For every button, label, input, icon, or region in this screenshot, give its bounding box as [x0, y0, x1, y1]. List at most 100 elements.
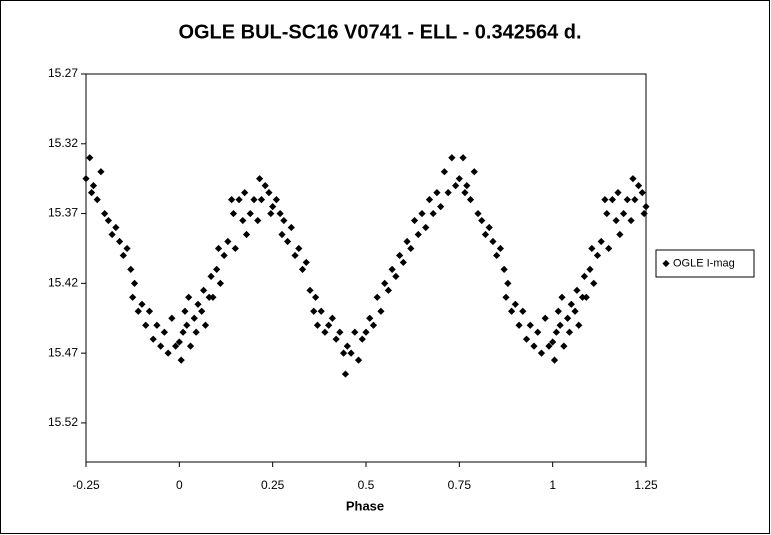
data-point — [358, 335, 366, 343]
data-point — [343, 342, 351, 350]
data-point — [129, 293, 137, 301]
data-point — [256, 175, 264, 183]
data-point — [575, 321, 583, 329]
data-point — [556, 321, 564, 329]
data-point — [241, 189, 249, 197]
data-point — [629, 175, 637, 183]
data-point — [582, 293, 590, 301]
data-point — [433, 189, 441, 197]
data-point — [597, 237, 605, 246]
data-point — [269, 202, 277, 211]
data-point — [229, 209, 238, 218]
data-point — [205, 293, 213, 301]
data-point — [239, 216, 247, 225]
data-point — [298, 265, 307, 273]
data-point — [558, 293, 566, 301]
data-point — [287, 223, 295, 232]
data-point — [455, 175, 463, 183]
data-point — [392, 272, 400, 280]
data-point — [502, 293, 510, 301]
data-point — [474, 209, 482, 218]
data-point — [565, 328, 574, 336]
data-point — [588, 244, 596, 253]
data-point — [228, 196, 236, 204]
data-point — [605, 244, 613, 253]
data-point — [593, 251, 602, 260]
data-point — [440, 168, 448, 176]
data-point — [177, 356, 185, 364]
y-tick-label: 15.42 — [48, 276, 78, 290]
data-point — [82, 175, 90, 183]
data-point — [422, 223, 430, 232]
data-point — [145, 307, 154, 315]
data-point — [448, 154, 456, 162]
data-point — [459, 154, 467, 162]
data-point — [295, 244, 303, 253]
data-point — [530, 342, 538, 350]
data-point — [620, 209, 628, 218]
y-tick-label: 15.27 — [48, 66, 78, 80]
data-point — [627, 216, 635, 225]
x-tick-label: 0.75 — [448, 478, 472, 492]
data-point — [560, 342, 568, 350]
x-tick-label: 0.5 — [358, 478, 375, 492]
data-point — [388, 265, 396, 273]
data-point — [108, 230, 116, 239]
data-point — [552, 328, 560, 336]
data-point — [519, 307, 527, 315]
data-point — [328, 314, 336, 322]
data-point — [549, 338, 557, 346]
data-point — [164, 349, 172, 357]
data-point — [493, 251, 501, 260]
data-point — [261, 182, 269, 190]
data-point — [149, 335, 157, 343]
data-point — [341, 370, 350, 378]
data-point — [278, 230, 286, 239]
data-point — [642, 202, 650, 211]
data-point — [214, 244, 223, 253]
data-point — [403, 237, 411, 246]
data-point — [590, 279, 598, 287]
data-point — [192, 328, 200, 336]
data-point — [254, 216, 262, 225]
data-point — [104, 216, 112, 225]
data-point — [265, 189, 273, 197]
data-point — [578, 293, 587, 301]
data-point — [231, 244, 239, 253]
data-point — [246, 209, 254, 218]
data-point — [250, 196, 258, 204]
data-point — [354, 356, 363, 364]
x-tick-label: 0 — [176, 478, 183, 492]
y-tick-label: 15.47 — [48, 345, 78, 359]
data-point — [466, 196, 475, 204]
data-point — [573, 286, 581, 294]
data-point — [201, 321, 210, 329]
legend-marker — [662, 259, 670, 268]
data-point — [500, 265, 508, 273]
data-point — [160, 328, 168, 336]
data-point — [89, 182, 98, 190]
data-point — [123, 244, 131, 253]
data-point — [302, 258, 310, 267]
chart-title: OGLE BUL-SC16 V0741 - ELL - 0.342564 d. — [178, 21, 581, 43]
data-point — [313, 321, 322, 329]
data-point — [418, 209, 426, 218]
data-point — [220, 251, 228, 260]
data-point — [112, 223, 120, 232]
data-point — [496, 244, 504, 253]
data-point — [541, 314, 549, 322]
data-point — [142, 321, 150, 329]
data-point — [526, 321, 534, 329]
data-point — [640, 209, 648, 218]
data-point — [515, 321, 523, 329]
data-point — [119, 251, 127, 260]
data-point — [224, 237, 232, 246]
data-point — [321, 328, 329, 336]
data-point — [332, 335, 340, 343]
data-point — [414, 230, 422, 239]
data-point — [235, 196, 243, 204]
data-point — [317, 307, 325, 315]
x-tick-label: 1.25 — [634, 478, 658, 492]
x-tick-label: 1 — [549, 478, 556, 492]
data-point — [601, 196, 609, 204]
